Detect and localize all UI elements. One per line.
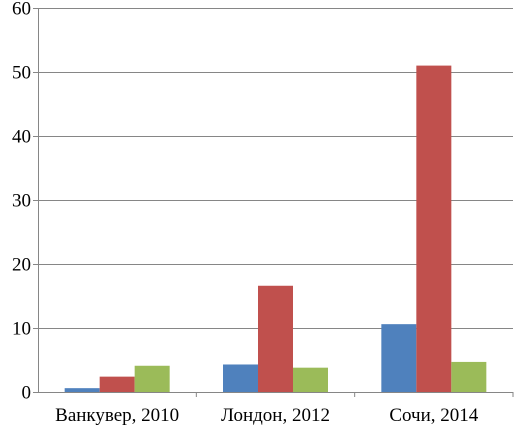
bar-3-1 (134, 365, 170, 392)
bar-1-3 (381, 324, 417, 392)
y-tick-label: 50 (12, 63, 31, 84)
x-category-labels: Ванкувер, 2010 Лондон, 2012 Сочи, 2014 (55, 405, 479, 426)
axes (33, 8, 514, 397)
y-tick-label: 40 (12, 127, 31, 148)
y-tick-label: 30 (12, 191, 31, 212)
x-category-label: Лондон, 2012 (221, 405, 330, 426)
bar-2-2 (258, 285, 293, 392)
bar-1-2 (223, 364, 258, 392)
bar-3-3 (451, 361, 487, 392)
bar-2-1 (99, 376, 135, 392)
x-category-label: Сочи, 2014 (389, 405, 478, 426)
y-tick-label: 20 (12, 255, 31, 276)
bar-1-1 (64, 388, 100, 392)
bar-3-2 (293, 367, 328, 392)
y-tick-label: 10 (12, 319, 31, 340)
bar-2-3 (416, 65, 452, 392)
bars (64, 65, 487, 392)
y-tick-label: 60 (12, 0, 31, 20)
x-category-label: Ванкувер, 2010 (55, 405, 179, 426)
y-tick-label: 0 (22, 383, 32, 404)
y-tick-labels: 0 10 20 30 40 50 60 (12, 0, 31, 404)
